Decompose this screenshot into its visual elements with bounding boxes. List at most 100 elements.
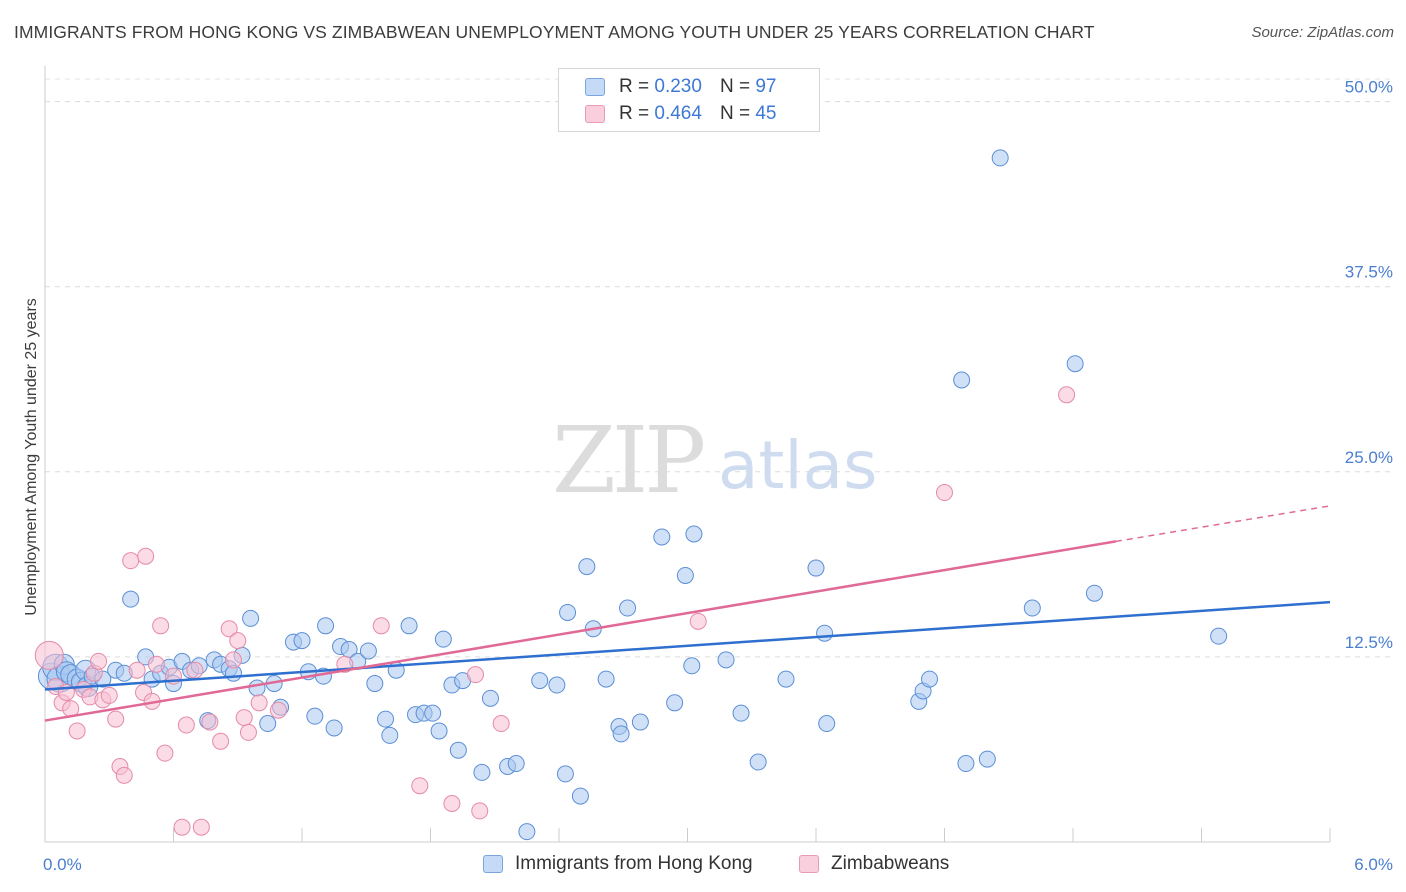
axes — [44, 66, 1331, 843]
data-point-zimbabweans — [250, 694, 268, 712]
data-point-hong-kong — [259, 715, 277, 733]
legend-r-label: R = — [619, 76, 650, 97]
trend-line-zimbabweans-extension — [1115, 505, 1331, 543]
legend-r-label: R = — [619, 103, 650, 124]
data-point-hong-kong — [578, 558, 596, 576]
data-point-zimbabweans — [466, 666, 484, 684]
data-point-zimbabweans — [128, 661, 146, 679]
data-point-hong-kong — [359, 642, 377, 660]
data-point-zimbabweans — [411, 777, 429, 795]
legend-r-value: 0.230 — [654, 76, 702, 97]
data-point-hong-kong — [957, 755, 975, 773]
data-point-hong-kong — [366, 675, 384, 693]
data-point-hong-kong — [449, 741, 467, 759]
source-credit: Source: ZipAtlas.com — [1251, 24, 1394, 41]
data-point-hong-kong — [430, 722, 448, 740]
data-point-zimbabweans — [186, 661, 204, 679]
stats-legend: R = 0.230 N = 97 R = 0.464 N = 45 — [558, 68, 820, 132]
data-point-hong-kong — [953, 371, 971, 389]
data-point-zimbabweans — [107, 710, 125, 728]
data-point-zimbabweans — [689, 612, 707, 630]
data-point-hong-kong — [122, 590, 140, 608]
legend-r-value: 0.464 — [654, 103, 702, 124]
legend-row-zimbabweans: R = 0.464 N = 45 — [585, 101, 776, 127]
data-point-zimbabweans — [152, 617, 170, 635]
watermark-zip: ZIP — [552, 407, 703, 514]
data-point-zimbabweans — [235, 709, 253, 727]
data-point-hong-kong — [531, 672, 549, 690]
data-point-hong-kong — [518, 823, 536, 841]
data-point-hong-kong — [777, 670, 795, 688]
y-tick-label: 25.0% — [1345, 448, 1393, 467]
data-point-hong-kong — [717, 651, 735, 669]
data-point-hong-kong — [571, 787, 589, 805]
data-point-hong-kong — [434, 630, 452, 648]
y-tick-label: 50.0% — [1345, 78, 1393, 97]
data-point-zimbabweans — [34, 640, 64, 670]
legend-swatch-blue — [585, 78, 605, 96]
data-point-zimbabweans — [147, 655, 165, 673]
y-tick-label: 37.5% — [1345, 263, 1393, 282]
data-point-hong-kong — [818, 715, 836, 733]
data-point-hong-kong — [325, 719, 343, 737]
legend-n-value: 97 — [755, 76, 777, 97]
bottom-legend-swatch-pink — [799, 855, 819, 873]
data-point-zimbabweans — [68, 722, 86, 740]
data-point-hong-kong — [248, 679, 266, 697]
data-point-hong-kong — [676, 566, 694, 584]
data-point-hong-kong — [1210, 627, 1228, 645]
data-point-hong-kong — [597, 670, 615, 688]
legend-swatch-pink — [585, 105, 605, 123]
data-point-zimbabweans — [471, 802, 489, 820]
data-point-hong-kong — [631, 713, 649, 731]
data-point-zimbabweans — [443, 795, 461, 812]
tick-labels: 12.5% 25.0% 37.5% 50.0% 0.0% 6.0% — [43, 78, 1393, 874]
data-point-zimbabweans — [100, 686, 118, 704]
data-point-hong-kong — [619, 599, 637, 617]
data-point-zimbabweans — [90, 652, 108, 670]
data-point-zimbabweans — [239, 723, 257, 741]
data-point-zimbabweans — [201, 713, 219, 731]
data-point-hong-kong — [556, 765, 574, 783]
data-point-hong-kong — [807, 559, 825, 577]
trend-line-zimbabweans — [44, 540, 1117, 722]
data-point-hong-kong — [548, 676, 566, 694]
data-point-hong-kong — [1085, 584, 1103, 602]
data-point-hong-kong — [978, 750, 996, 768]
data-point-hong-kong — [612, 725, 630, 743]
data-point-zimbabweans — [229, 632, 247, 650]
x-tick-label: 6.0% — [1354, 855, 1393, 874]
chart-title: IMMIGRANTS FROM HONG KONG VS ZIMBABWEAN … — [14, 22, 1095, 42]
data-point-hong-kong — [381, 726, 399, 744]
data-point-zimbabweans — [220, 620, 238, 638]
data-point-zimbabweans — [269, 701, 287, 719]
data-point-hong-kong — [400, 617, 418, 635]
data-point-hong-kong — [683, 657, 701, 675]
data-point-hong-kong — [507, 755, 525, 773]
data-point-zimbabweans — [137, 547, 155, 565]
data-point-zimbabweans — [173, 818, 191, 836]
y-tick-label: 12.5% — [1345, 633, 1393, 652]
data-point-zimbabweans — [156, 744, 174, 762]
bottom-legend-zimbabweans: Zimbabweans — [799, 852, 949, 876]
bottom-legend-label: Immigrants from Hong Kong — [515, 853, 753, 874]
data-point-hong-kong — [377, 710, 395, 728]
y-axis-title: Unemployment Among Youth under 25 years — [23, 298, 40, 616]
data-point-zimbabweans — [192, 818, 210, 836]
data-point-zimbabweans — [212, 732, 230, 750]
data-point-hong-kong — [473, 763, 491, 781]
data-point-hong-kong — [666, 694, 684, 712]
data-point-zimbabweans — [492, 715, 510, 733]
data-point-hong-kong — [921, 670, 939, 688]
series-zimbabweans-points — [34, 386, 1076, 836]
trend-lines — [44, 505, 1331, 722]
watermark-atlas: atlas — [718, 427, 878, 504]
legend-n-label: N = — [719, 103, 751, 124]
data-point-zimbabweans — [936, 484, 953, 502]
data-point-hong-kong — [293, 632, 311, 650]
data-point-hong-kong — [424, 704, 442, 722]
data-point-zimbabweans — [1058, 386, 1076, 404]
watermark: ZIP atlas — [552, 407, 878, 514]
bottom-legend-hong-kong: Immigrants from Hong Kong — [483, 852, 753, 876]
